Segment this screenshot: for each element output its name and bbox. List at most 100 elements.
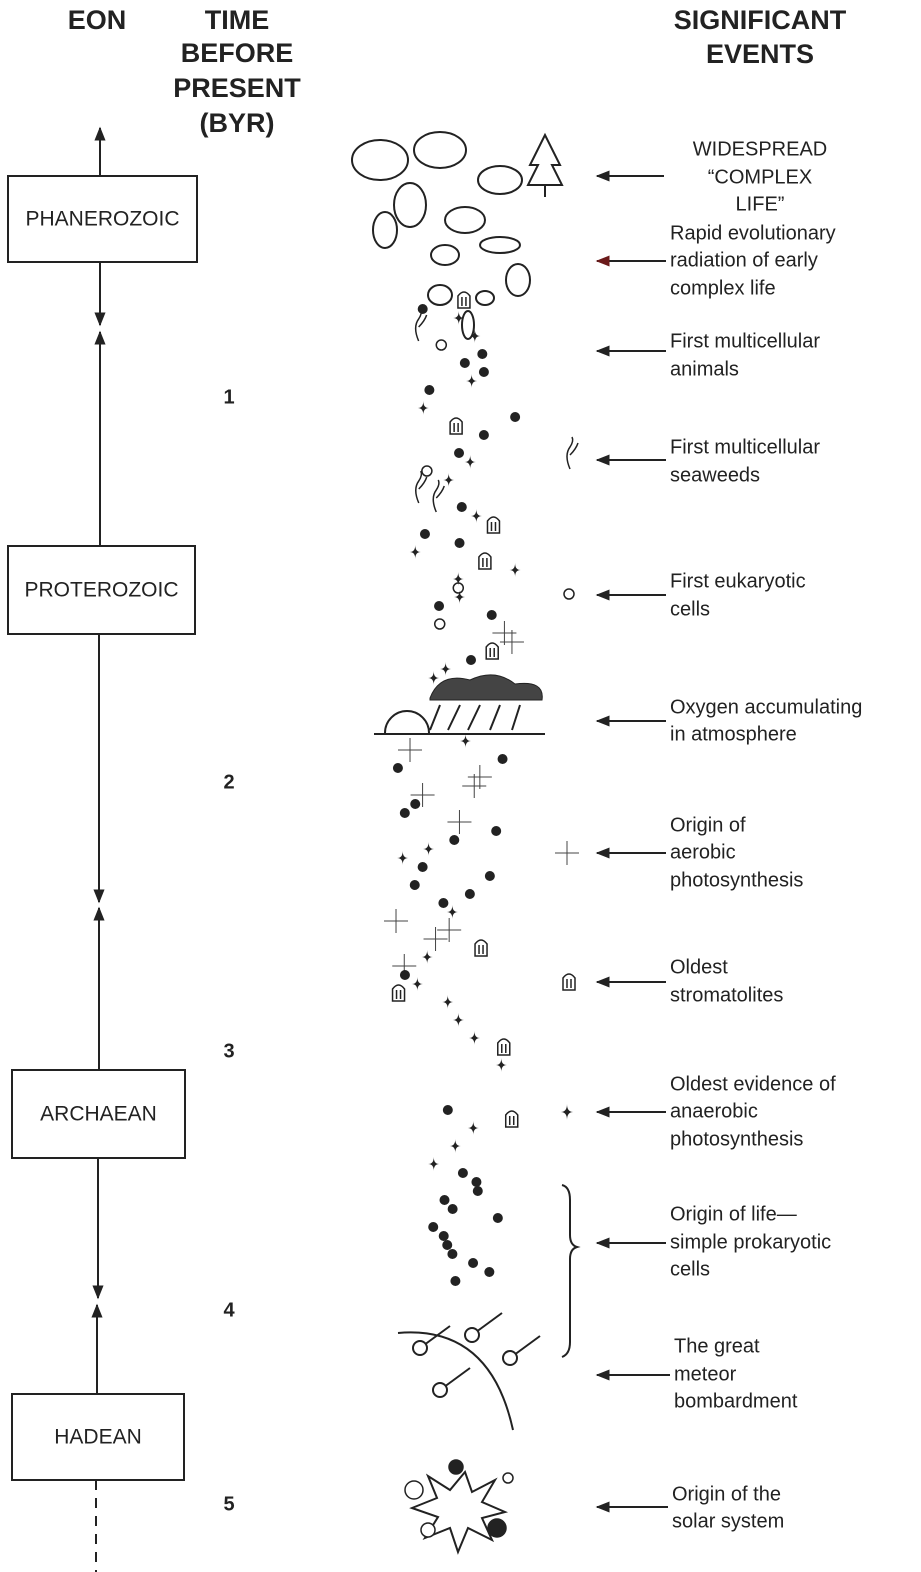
star-icon: [428, 1157, 439, 1171]
event-text: bombardment: [674, 1390, 798, 1412]
seaweed-icon: [416, 309, 427, 341]
star-icon: [453, 1013, 464, 1027]
stromatolite-icon: [393, 985, 405, 1001]
cross-icon: [555, 841, 579, 865]
meteor-icon: [413, 1341, 427, 1355]
cross-icon: [462, 774, 486, 798]
organism-icon: [373, 212, 397, 248]
star-icon: [509, 563, 520, 577]
star-icon: [410, 545, 421, 559]
illustration-column: [352, 132, 579, 1552]
time-axis: [96, 128, 100, 1572]
organism-icon: [352, 140, 408, 180]
time-tick: 2: [223, 771, 234, 793]
cell-icon: [428, 1222, 438, 1232]
cell-icon: [485, 871, 495, 881]
event-text: cells: [670, 598, 710, 620]
time-tick: 5: [223, 1493, 234, 1515]
cross-icon: [437, 918, 461, 942]
cloud-icon: [430, 675, 542, 700]
stromatolite-icon: [486, 643, 498, 659]
star-icon: [469, 1031, 480, 1045]
event-text: First multicellular: [670, 436, 820, 458]
events-header: SIGNIFICANT: [674, 5, 847, 35]
event-text: photosynthesis: [670, 869, 803, 891]
cross-icon: [492, 621, 516, 645]
event-text: First eukaryotic: [670, 570, 806, 592]
sun-icon: [385, 711, 429, 733]
event-text: radiation of early: [670, 249, 818, 271]
star-icon: [466, 374, 477, 388]
organism-icon: [476, 291, 494, 305]
star-icon: [471, 509, 482, 523]
eukaryote-icon: [564, 589, 574, 599]
star-icon: [422, 950, 433, 964]
cell-icon: [460, 358, 470, 368]
brace: [562, 1185, 577, 1357]
event-text: Origin of life—: [670, 1203, 797, 1225]
stromatolite-icon: [506, 1111, 518, 1127]
cell-icon: [473, 1186, 483, 1196]
organism-icon: [414, 132, 466, 168]
time-header: BEFORE: [181, 38, 294, 68]
cell-icon: [448, 1204, 458, 1214]
event-text: “COMPLEX: [708, 166, 812, 188]
cell-icon: [447, 1249, 457, 1259]
cell-icon: [493, 1213, 503, 1223]
event-text: Oldest: [670, 956, 728, 978]
cell-icon: [442, 1240, 452, 1250]
stromatolite-icon: [487, 517, 499, 533]
diagram: EON TIMEBEFOREPRESENT(BYR)SIGNIFICANTEVE…: [0, 0, 921, 1572]
cell-icon: [440, 1195, 450, 1205]
cross-icon: [384, 909, 408, 933]
cross-icon: [447, 810, 471, 834]
star-icon: [496, 1058, 507, 1072]
cross-icon: [398, 738, 422, 762]
time-header: (BYR): [200, 108, 275, 138]
tree-icon: [528, 135, 562, 197]
star-icon: [442, 995, 453, 1009]
planet-icon: [488, 1519, 506, 1537]
event-text: Rapid evolutionary: [670, 222, 836, 244]
star-icon: [465, 455, 476, 469]
cell-icon: [510, 412, 520, 422]
organism-icon: [394, 183, 426, 227]
organism-icon: [478, 166, 522, 194]
cell-icon: [450, 1276, 460, 1286]
time-tick: 3: [223, 1040, 234, 1062]
event-text: LIFE”: [736, 193, 785, 215]
organism-icon: [462, 311, 474, 339]
cell-icon: [424, 385, 434, 395]
cell-icon: [468, 1258, 478, 1268]
cell-icon: [479, 430, 489, 440]
cell-icon: [498, 754, 508, 764]
stromatolite-icon: [498, 1039, 510, 1055]
events-header: EVENTS: [706, 39, 814, 69]
time-header: TIME: [205, 5, 270, 35]
meteor-icon: [465, 1328, 479, 1342]
event-text: stromatolites: [670, 984, 783, 1006]
organism-icon: [428, 285, 452, 305]
star-icon: [447, 905, 458, 919]
star-icon: [423, 842, 434, 856]
cell-icon: [458, 1168, 468, 1178]
organism-icon: [506, 264, 530, 296]
star-icon: [468, 1121, 479, 1135]
cell-icon: [471, 1177, 481, 1187]
eon-label: HADEAN: [54, 1426, 142, 1449]
event-text: Oldest evidence of: [670, 1073, 836, 1095]
event-text: complex life: [670, 277, 776, 299]
event-text: Oxygen accumulating: [670, 696, 862, 718]
cell-icon: [457, 502, 467, 512]
planet-icon: [405, 1481, 423, 1499]
eukaryote-icon: [436, 340, 446, 350]
cell-icon: [443, 1105, 453, 1115]
organism-icon: [445, 207, 485, 233]
cell-icon: [410, 799, 420, 809]
event-text: photosynthesis: [670, 1128, 803, 1150]
cell-icon: [420, 529, 430, 539]
event-text: Origin of the: [672, 1483, 781, 1505]
burst-icon: [412, 1472, 505, 1552]
star-icon: [561, 1104, 574, 1120]
event-text: cells: [670, 1258, 710, 1280]
